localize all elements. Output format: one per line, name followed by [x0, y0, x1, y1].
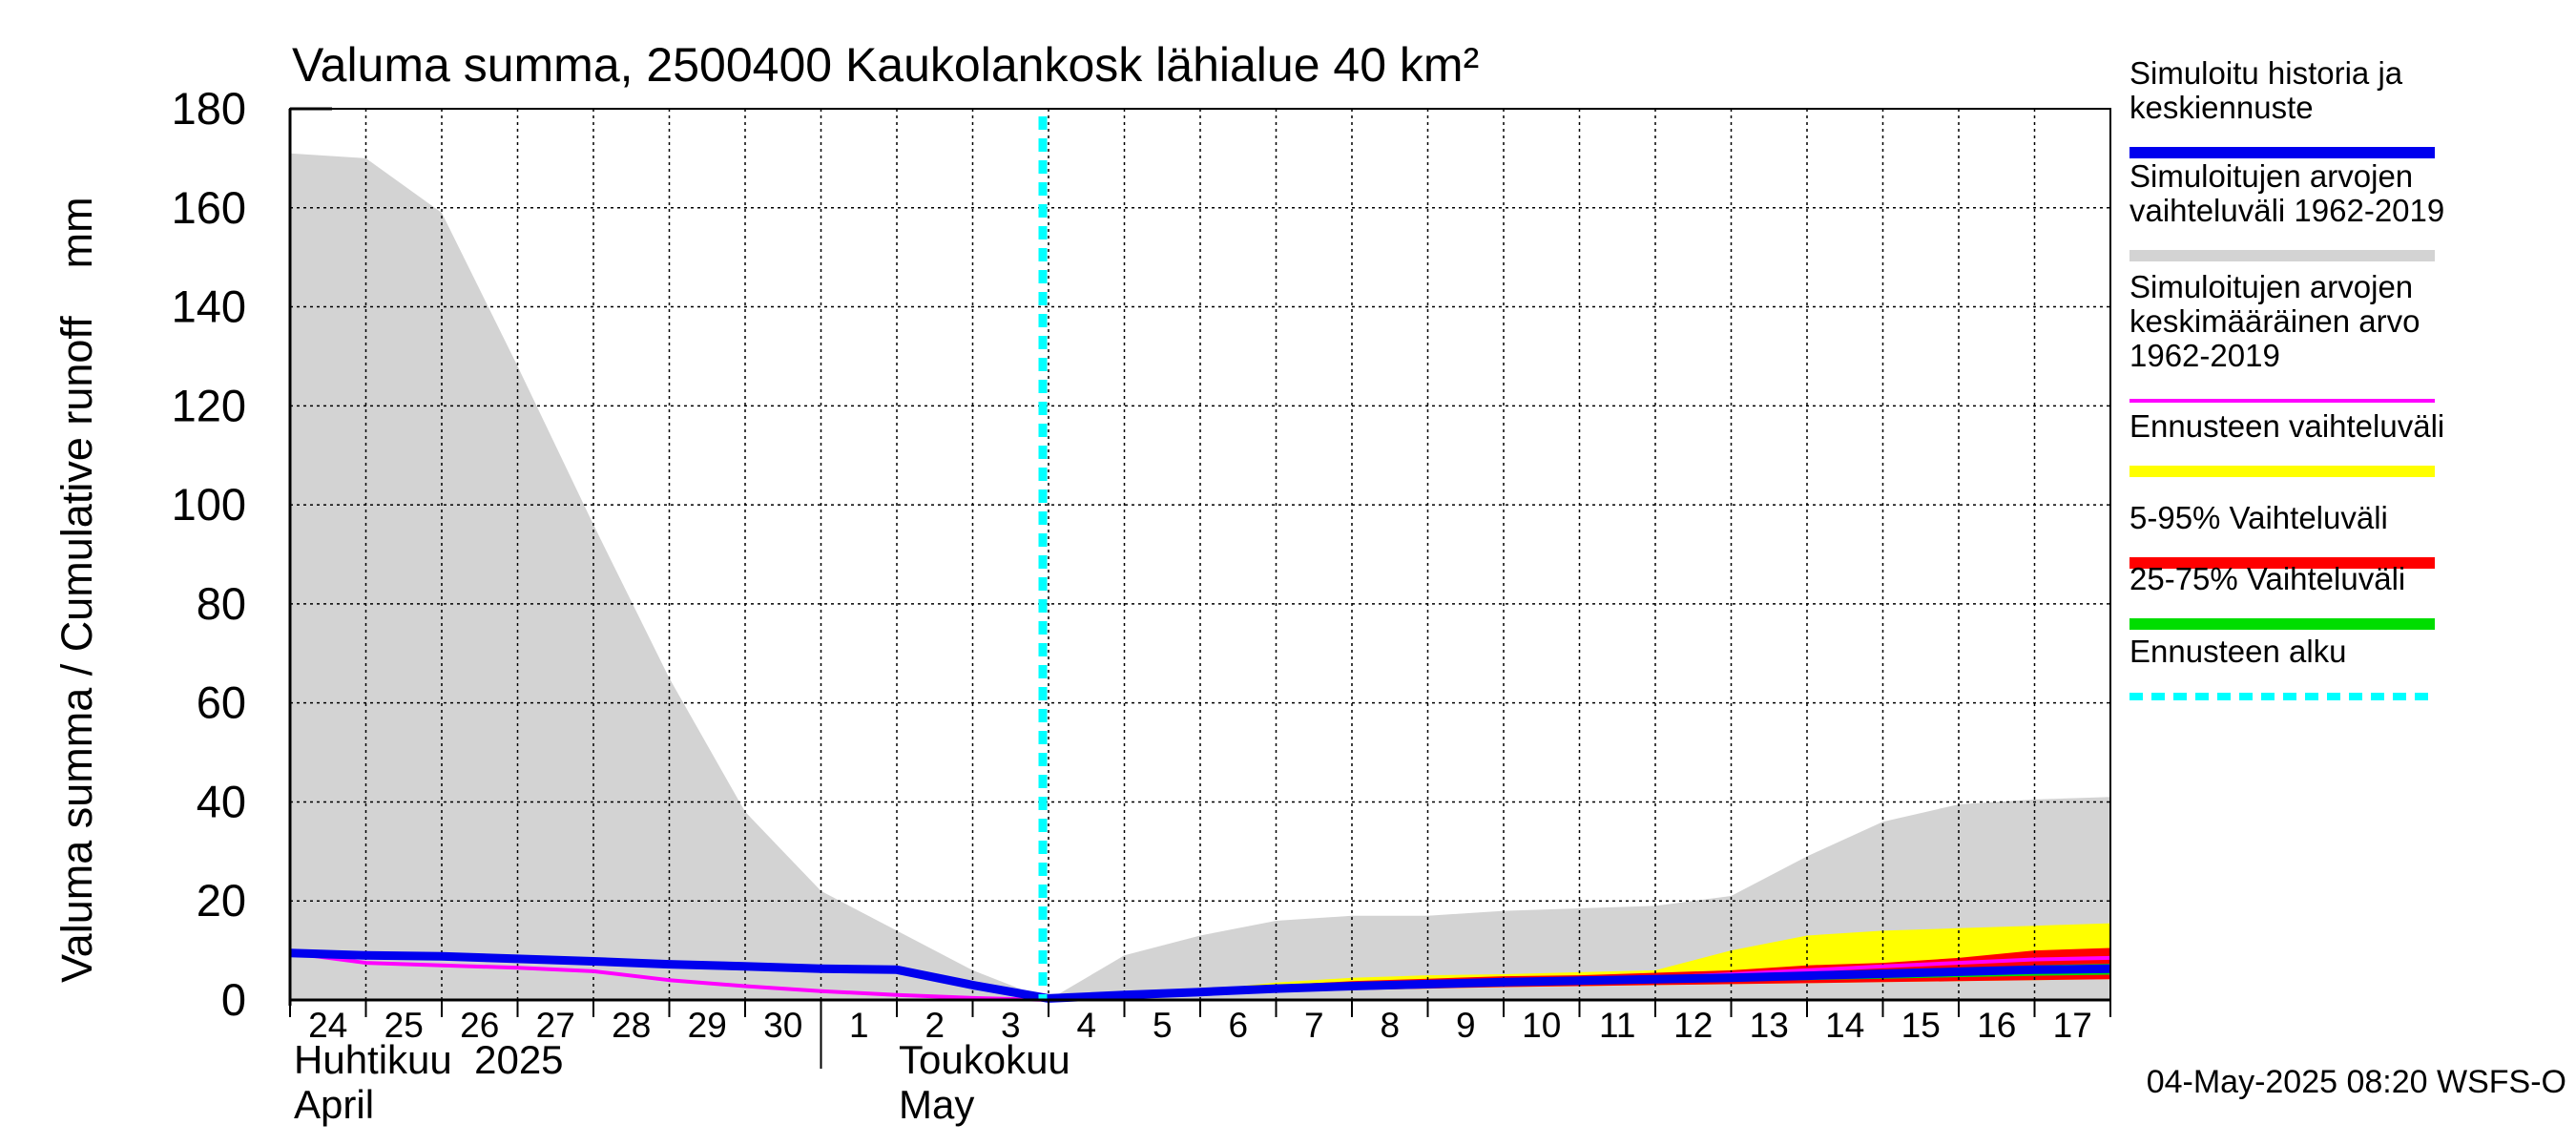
y-tick-label: 180	[172, 83, 246, 134]
x-tick-label: 3	[1001, 1006, 1021, 1045]
chart-title: Valuma summa, 2500400 Kaukolankosk lähia…	[292, 38, 1479, 92]
y-axis-label: Valuma summa / Cumulative runoff mm	[52, 197, 101, 983]
x-tick-label: 24	[308, 1006, 347, 1045]
y-tick-label: 40	[197, 776, 246, 826]
y-axis-ticks: 0 20 40 60 80 100 120 140 160 180	[172, 83, 246, 1025]
legend-label-simuloitujen-arvojen-keskimaarainen-arvo-1962-2019: 1962-2019	[2129, 338, 2280, 373]
x-tick-label: 1	[849, 1006, 869, 1045]
footer-timestamp: 04-May-2025 08:20 WSFS-O	[2147, 1064, 2566, 1100]
y-tick-label: 20	[197, 875, 246, 926]
line-simuloitu-historia-ja-keskiennuste	[289, 948, 2111, 1003]
y-tick-label: 160	[172, 182, 246, 233]
month-labels: Huhtikuu 2025 April Toukokuu May	[294, 1037, 1070, 1127]
y-tick-label: 0	[221, 974, 246, 1025]
x-tick-label: 9	[1456, 1006, 1476, 1045]
x-tick-label: 14	[1825, 1006, 1864, 1045]
legend-label-ennusteen-alku: Ennusteen alku	[2129, 634, 2347, 669]
month-label-april-en: April	[294, 1082, 374, 1127]
x-tick-label: 7	[1304, 1006, 1324, 1045]
y-tick-label: 60	[197, 677, 246, 728]
x-tick-label: 13	[1750, 1006, 1789, 1045]
x-tick-label: 11	[1599, 1006, 1635, 1045]
x-tick-label: 4	[1076, 1006, 1096, 1045]
x-tick-label: 2	[924, 1006, 945, 1045]
x-tick-label: 29	[688, 1006, 727, 1045]
x-tick-label: 26	[460, 1006, 499, 1045]
legend-label-simuloitu-historia-ja-keskiennuste: keskiennuste	[2129, 90, 2314, 125]
legend-label-5-95-vaihteluvali: 5-95% Vaihteluväli	[2129, 500, 2388, 535]
x-tick-label: 10	[1522, 1006, 1561, 1045]
y-tick-label: 80	[197, 578, 246, 629]
legend-label-25-75-vaihteluvali: 25-75% Vaihteluväli	[2129, 561, 2405, 596]
month-label-april-fi: Huhtikuu 2025	[294, 1037, 564, 1082]
y-tick-label: 120	[172, 380, 246, 430]
x-tick-label: 12	[1673, 1006, 1713, 1045]
legend-label-simuloitu-historia-ja-keskiennuste: Simuloitu historia ja	[2129, 55, 2403, 91]
grid-lines	[290, 109, 2110, 1000]
x-tick-label: 30	[763, 1006, 802, 1045]
legend-label-simuloitujen-arvojen-keskimaarainen-arvo-1962-2019: keskimääräinen arvo	[2129, 303, 2420, 339]
x-tick-label: 17	[2053, 1006, 2092, 1045]
x-tick-label: 6	[1228, 1006, 1248, 1045]
month-label-may-fi: Toukokuu	[899, 1037, 1070, 1082]
y-tick-label: 100	[172, 479, 246, 530]
x-axis-ticks: 24 25 26 27 28 29 30 1 2 3 4 5 6 7 8 9 10 11 12 13 14 15 16 17	[289, 1000, 2111, 1069]
legend-label-simuloitujen-arvojen-vaihteluvali-1962-2019: Simuloitujen arvojen	[2129, 158, 2413, 194]
legend-label-simuloitujen-arvojen-keskimaarainen-arvo-1962-2019: Simuloitujen arvojen	[2129, 269, 2413, 304]
month-label-may-en: May	[899, 1082, 974, 1127]
x-tick-label: 8	[1380, 1006, 1400, 1045]
x-tick-label: 16	[1977, 1006, 2016, 1045]
series-lines	[289, 948, 2111, 1003]
x-tick-label: 25	[384, 1006, 424, 1045]
x-tick-label: 5	[1153, 1006, 1173, 1045]
legend-label-simuloitujen-arvojen-vaihteluvali-1962-2019: vaihteluväli 1962-2019	[2129, 193, 2444, 228]
plot-area	[288, 107, 2111, 1006]
band-simuloitujen-arvojen-vaihteluvali-1962-2019	[290, 153, 2110, 1000]
x-tick-label: 28	[612, 1006, 651, 1045]
legend-label-ennusteen-vaihteluvali: Ennusteen vaihteluväli	[2129, 408, 2444, 444]
y-tick-label: 140	[172, 281, 246, 332]
x-tick-label: 15	[1901, 1006, 1941, 1045]
x-tick-label: 27	[536, 1006, 575, 1045]
